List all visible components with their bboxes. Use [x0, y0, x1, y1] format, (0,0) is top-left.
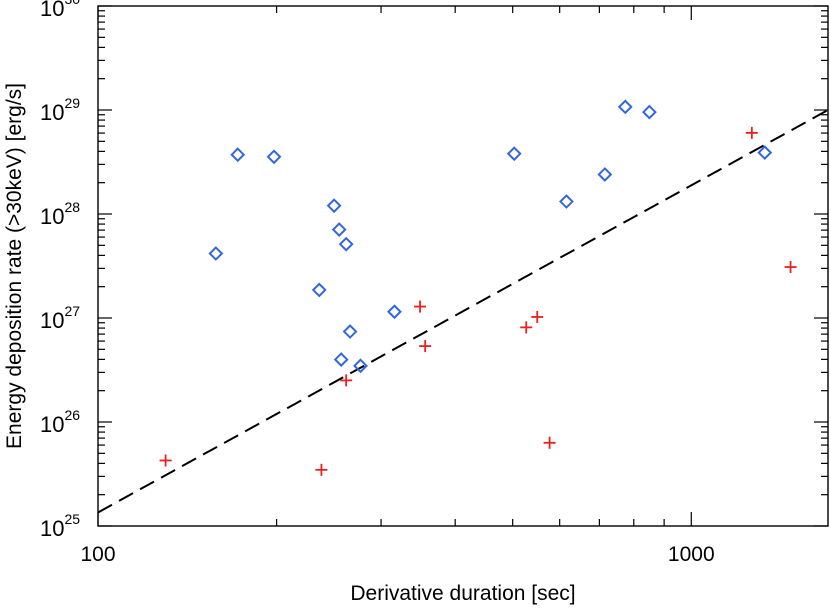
cross-point — [340, 374, 353, 387]
diamond-point — [342, 324, 358, 339]
diamond-point — [506, 146, 522, 162]
x-tick-label: 1000 — [668, 543, 715, 566]
y-tick-base: 10 — [40, 516, 64, 541]
cross-point — [419, 340, 432, 353]
y-tick-base: 10 — [40, 412, 64, 437]
y-tick-exponent: 27 — [64, 303, 80, 319]
cross-point — [520, 321, 533, 334]
cross-point — [543, 436, 556, 449]
axis-ticks — [97, 5, 828, 527]
diamond-point — [387, 304, 402, 320]
y-tick-exponent: 25 — [64, 511, 80, 527]
fit-line-group — [97, 109, 829, 514]
diamond-point — [333, 352, 349, 368]
y-axis-label: Energy deposition rate (>30keV) [erg/s] — [3, 83, 26, 449]
y-tick-label: 1025 — [40, 511, 80, 541]
y-tick-exponent: 28 — [64, 199, 80, 215]
y-tick-label: 1026 — [40, 407, 80, 437]
diamond-point — [331, 222, 347, 238]
diamond-point — [353, 358, 368, 374]
y-tick-label: 1027 — [40, 303, 80, 333]
diamond-point — [757, 145, 773, 161]
axis-tick-labels: 1001000102510261027102810291030 — [40, 0, 715, 566]
cross-point — [159, 454, 172, 467]
y-tick-label: 1030 — [40, 0, 80, 21]
cross-point — [315, 463, 328, 476]
cross-point — [414, 300, 427, 313]
diamond-point — [617, 99, 633, 115]
y-tick-exponent: 26 — [64, 407, 80, 423]
y-tick-exponent: 29 — [64, 95, 80, 111]
x-tick-label: 100 — [80, 543, 115, 566]
diamond-point — [266, 149, 282, 165]
y-tick-exponent: 30 — [64, 0, 80, 7]
y-tick-base: 10 — [40, 308, 64, 333]
cross-point — [745, 126, 758, 139]
diamond-point — [559, 194, 574, 209]
cross-point — [784, 261, 797, 274]
diamond-point — [208, 246, 224, 261]
x-axis-label: Derivative duration [sec] — [350, 582, 575, 605]
y-tick-label: 1029 — [40, 95, 80, 125]
diamond-point — [230, 147, 246, 163]
data-points — [159, 99, 797, 476]
diamond-point — [311, 282, 327, 298]
cross-point — [531, 310, 544, 323]
diamond-point — [597, 167, 613, 182]
y-tick-label: 1028 — [40, 199, 80, 229]
y-tick-base: 10 — [40, 0, 64, 21]
plot-frame — [97, 5, 829, 527]
diamond-point — [326, 198, 342, 214]
diamond-point — [641, 104, 657, 120]
fit-line — [97, 109, 829, 514]
diamond-point — [338, 236, 354, 252]
y-tick-base: 10 — [40, 100, 64, 125]
y-tick-base: 10 — [40, 204, 64, 229]
